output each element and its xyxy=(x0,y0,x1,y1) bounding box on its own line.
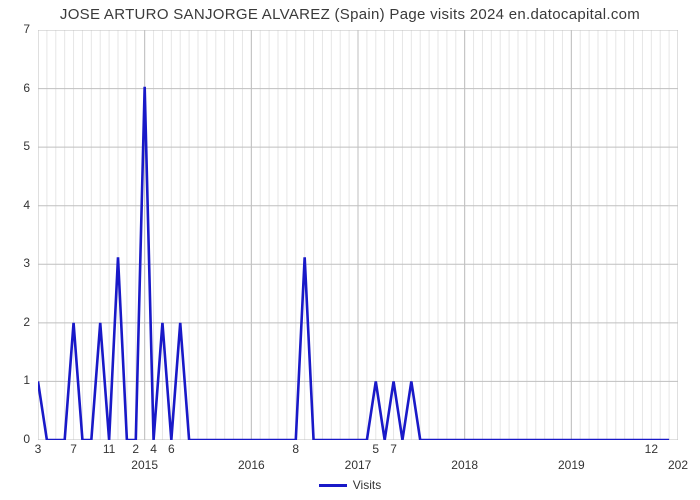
y-tick-label: 4 xyxy=(0,198,30,212)
x-tick-major-label: 2018 xyxy=(440,458,490,472)
y-tick-label: 3 xyxy=(0,256,30,270)
x-tick-minor-label: 11 xyxy=(94,442,124,456)
x-tick-major-label: 2016 xyxy=(226,458,276,472)
x-tick-minor-label: 7 xyxy=(379,442,409,456)
x-tick-major-label: 202 xyxy=(653,458,700,472)
y-tick-label: 2 xyxy=(0,315,30,329)
x-tick-minor-label: 3 xyxy=(23,442,53,456)
chart-title: JOSE ARTURO SANJORGE ALVAREZ (Spain) Pag… xyxy=(0,6,700,23)
chart-container: JOSE ARTURO SANJORGE ALVAREZ (Spain) Pag… xyxy=(0,0,700,500)
x-tick-minor-label: 6 xyxy=(156,442,186,456)
x-tick-minor-label: 8 xyxy=(281,442,311,456)
y-tick-label: 5 xyxy=(0,139,30,153)
chart-legend: Visits xyxy=(0,478,700,492)
y-tick-label: 6 xyxy=(0,81,30,95)
legend-swatch xyxy=(319,484,347,487)
legend-label: Visits xyxy=(353,478,381,492)
x-tick-minor-label: 12 xyxy=(636,442,666,456)
y-tick-label: 1 xyxy=(0,373,30,387)
x-tick-major-label: 2017 xyxy=(333,458,383,472)
chart-plot xyxy=(38,30,678,440)
x-tick-major-label: 2019 xyxy=(546,458,596,472)
y-tick-label: 7 xyxy=(0,22,30,36)
x-tick-major-label: 2015 xyxy=(120,458,170,472)
x-tick-minor-label: 7 xyxy=(59,442,89,456)
